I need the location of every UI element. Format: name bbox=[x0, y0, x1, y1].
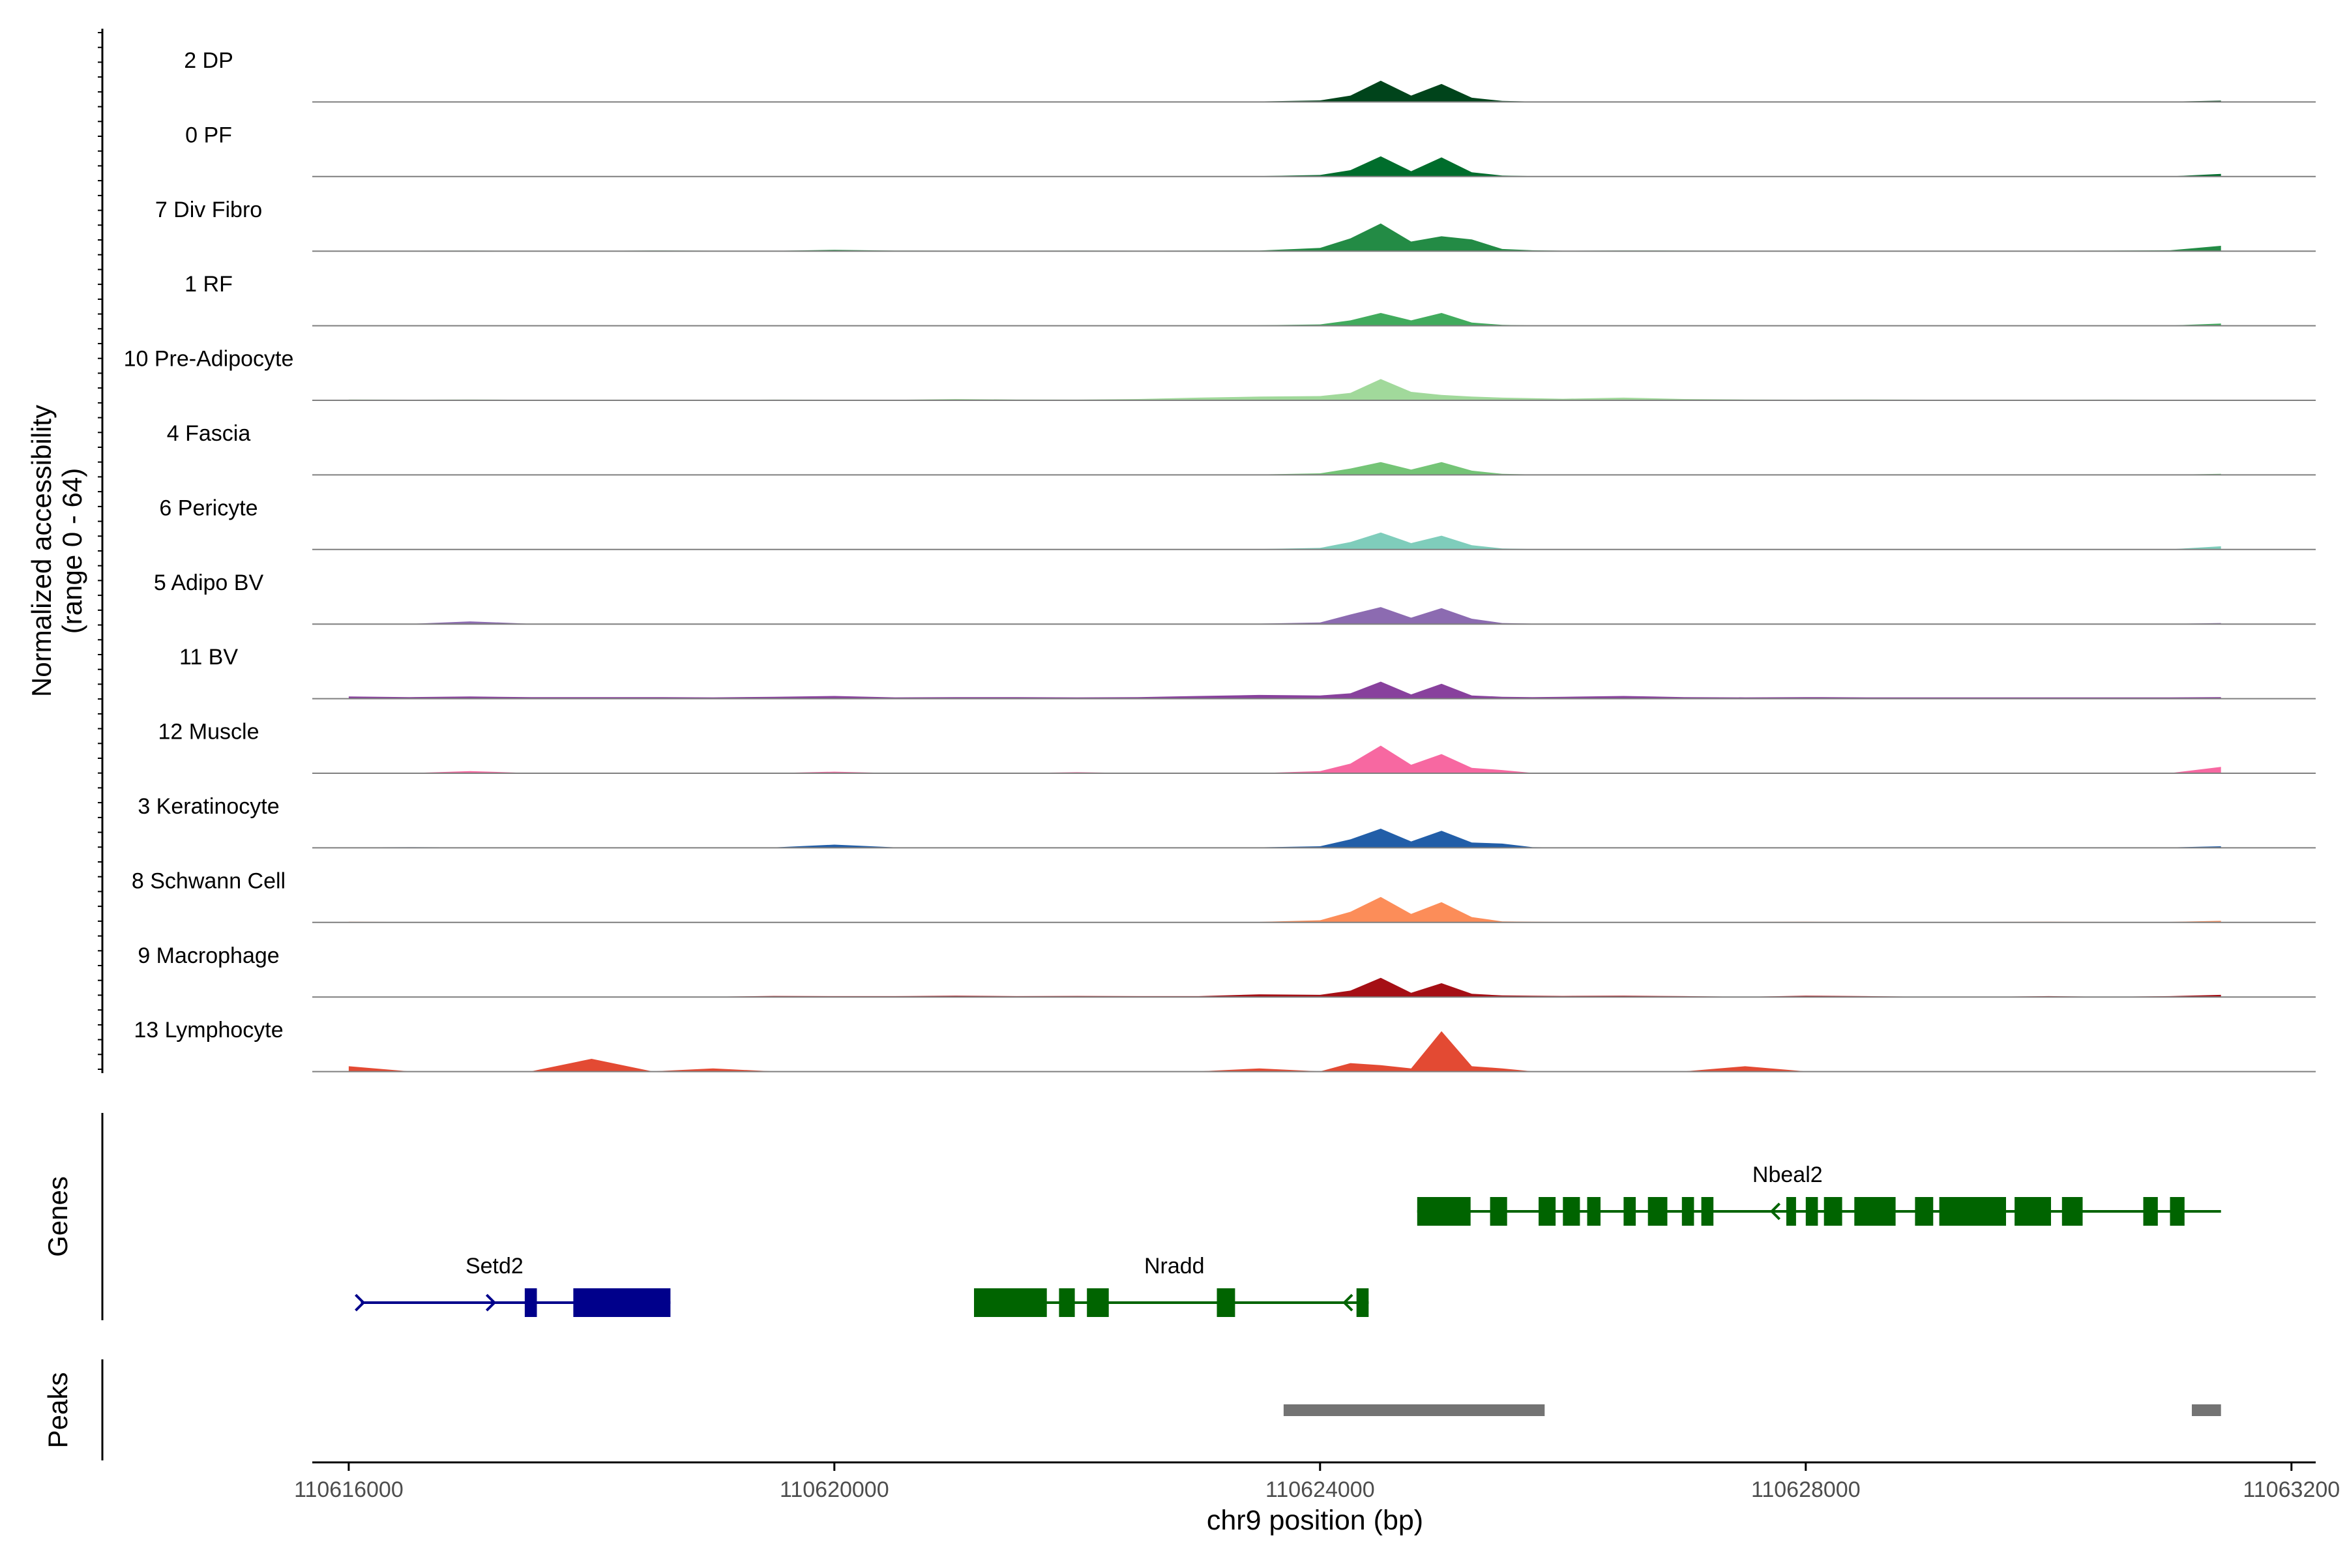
gene-exon bbox=[1563, 1197, 1580, 1226]
track-4: 1 RF bbox=[185, 272, 2316, 327]
coverage-area bbox=[348, 313, 2221, 326]
x-tick-label: 11063200 bbox=[2243, 1477, 2340, 1502]
track-label: 7 Div Fibro bbox=[155, 198, 262, 222]
strand-arrow bbox=[485, 1294, 497, 1312]
gene-name: Setd2 bbox=[465, 1254, 524, 1279]
track-10: 12 Muscle bbox=[158, 720, 2316, 774]
gene-exon bbox=[1623, 1197, 1636, 1226]
track-label: 9 Macrophage bbox=[138, 943, 279, 968]
tracks-y-ticks bbox=[98, 32, 102, 1070]
coverage-area bbox=[348, 379, 2221, 400]
gene-nradd: Nradd bbox=[974, 1254, 1369, 1317]
coverage-area bbox=[348, 745, 2221, 773]
track-label: 1 RF bbox=[185, 272, 233, 297]
track-13: 9 Macrophage bbox=[138, 943, 2316, 998]
gene-exon bbox=[1087, 1288, 1109, 1317]
gene-name: Nbeal2 bbox=[1752, 1162, 1823, 1187]
gene-exon bbox=[1490, 1197, 1507, 1226]
gene-exon bbox=[974, 1288, 1047, 1317]
track-11: 3 Keratinocyte bbox=[138, 794, 2316, 849]
genes-label: Genes bbox=[42, 1176, 73, 1257]
track-1: 2 DP bbox=[184, 48, 2316, 103]
coverage-area bbox=[348, 80, 2221, 102]
track-label: 13 Lymphocyte bbox=[134, 1018, 283, 1043]
x-tick-label: 110624000 bbox=[1265, 1477, 1375, 1502]
peaks-label: Peaks bbox=[42, 1372, 73, 1449]
gene-exon bbox=[1854, 1197, 1896, 1226]
coverage-area bbox=[348, 829, 2221, 848]
gene-exon bbox=[1805, 1197, 1818, 1226]
y-axis-label: Normalized accessibility bbox=[26, 405, 57, 697]
gene-exon bbox=[1356, 1288, 1369, 1317]
gene-exon bbox=[1647, 1197, 1668, 1226]
gene-exon bbox=[2143, 1197, 2158, 1226]
gene-exon bbox=[1939, 1197, 2006, 1226]
track-label: 2 DP bbox=[184, 48, 233, 73]
gene-exon bbox=[2061, 1197, 2083, 1226]
peak-bar bbox=[2192, 1404, 2221, 1416]
track-label: 8 Schwann Cell bbox=[132, 868, 286, 893]
track-label: 3 Keratinocyte bbox=[138, 794, 279, 819]
coverage-area bbox=[348, 1031, 2221, 1072]
track-8: 5 Adipo BV bbox=[154, 570, 2316, 625]
gene-exon bbox=[1059, 1288, 1075, 1317]
coverage-area bbox=[348, 681, 2221, 699]
x-tick-label: 110628000 bbox=[1751, 1477, 1861, 1502]
gene-exon bbox=[1823, 1197, 1842, 1226]
gene-exon bbox=[524, 1288, 537, 1317]
track-label: 12 Muscle bbox=[158, 720, 259, 745]
coverage-area bbox=[348, 607, 2221, 625]
coverage-tracks: 2 DP 0 PF 7 Div Fibro 1 RF 10 Pre-Adipocyte 4… bbox=[124, 48, 2316, 1072]
track-label: 10 Pre-Adipocyte bbox=[124, 347, 294, 372]
x-axis-label: chr9 position (bp) bbox=[1207, 1505, 1423, 1536]
gene-annotations: Nbeal2 Setd2 Nradd bbox=[355, 1162, 2221, 1317]
strand-arrow bbox=[1769, 1202, 1781, 1220]
track-14: 13 Lymphocyte bbox=[134, 1018, 2316, 1072]
coverage-area bbox=[348, 896, 2221, 923]
track-label: 4 Fascia bbox=[167, 421, 251, 446]
peak-regions bbox=[1283, 1404, 2221, 1416]
track-9: 11 BV bbox=[179, 645, 2316, 700]
coverage-area bbox=[348, 223, 2221, 252]
track-label: 0 PF bbox=[185, 123, 232, 147]
track-6: 4 Fascia bbox=[167, 421, 2316, 476]
gene-exon bbox=[1681, 1197, 1694, 1226]
track-label: 6 Pericyte bbox=[159, 496, 258, 520]
track-7: 6 Pericyte bbox=[159, 496, 2316, 550]
track-3: 7 Div Fibro bbox=[155, 198, 2316, 252]
gene-exon bbox=[1587, 1197, 1601, 1226]
track-label: 11 BV bbox=[179, 645, 238, 670]
coverage-area bbox=[348, 156, 2221, 177]
strand-arrow bbox=[1342, 1294, 1353, 1312]
strand-arrow bbox=[355, 1294, 366, 1312]
track-5: 10 Pre-Adipocyte bbox=[124, 347, 2316, 401]
gene-exon bbox=[1915, 1197, 1934, 1226]
x-tick-label: 110620000 bbox=[780, 1477, 889, 1502]
gene-name: Nradd bbox=[1144, 1254, 1205, 1279]
gene-setd2: Setd2 bbox=[355, 1254, 671, 1317]
coverage-area bbox=[348, 977, 2221, 998]
x-axis-ticks: 110616000 110620000 110624000 110628000 1106… bbox=[294, 1462, 2340, 1502]
coverage-area bbox=[348, 462, 2221, 475]
track-2: 0 PF bbox=[185, 123, 2316, 177]
gene-exon bbox=[2170, 1197, 2185, 1226]
gene-exon bbox=[1539, 1197, 1556, 1226]
coverage-area bbox=[348, 532, 2221, 550]
gene-exon bbox=[1417, 1197, 1471, 1226]
peak-bar bbox=[1283, 1404, 1545, 1416]
track-12: 8 Schwann Cell bbox=[132, 868, 2316, 923]
gene-nbeal2: Nbeal2 bbox=[1417, 1162, 2221, 1226]
gene-exon bbox=[1217, 1288, 1235, 1317]
track-label: 5 Adipo BV bbox=[154, 570, 264, 595]
y-axis-label-range: (range 0 - 64) bbox=[57, 468, 87, 634]
x-tick-label: 110616000 bbox=[294, 1477, 404, 1502]
gene-exon bbox=[2015, 1197, 2051, 1226]
gene-exon bbox=[1701, 1197, 1714, 1226]
gene-exon bbox=[1786, 1197, 1796, 1226]
gene-exon bbox=[573, 1288, 671, 1317]
